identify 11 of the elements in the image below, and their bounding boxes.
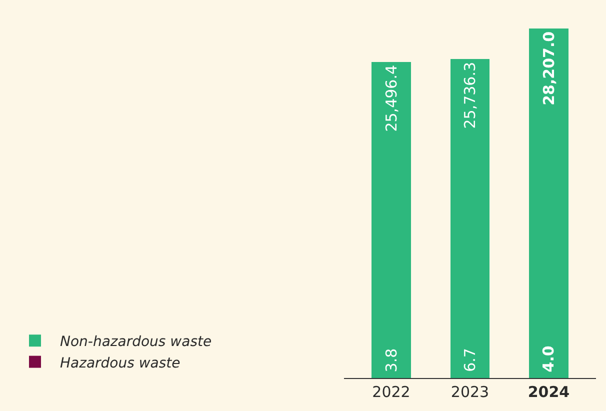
x-tick-label: 2023 xyxy=(450,383,490,401)
legend-label: Non-hazardous waste xyxy=(60,334,212,350)
x-tick-label: 2024 xyxy=(528,383,570,401)
data-label: 6.7 xyxy=(461,348,480,372)
data-label: 25,496.4 xyxy=(382,64,400,132)
data-label: 25,736.3 xyxy=(461,62,480,129)
legend-label: Hazardous waste xyxy=(60,355,180,372)
data-label: 3.8 xyxy=(382,348,400,372)
data-label: 4.0 xyxy=(539,346,558,372)
data-label: 28,207.0 xyxy=(540,31,558,106)
x-tick-label: 2022 xyxy=(372,383,410,401)
